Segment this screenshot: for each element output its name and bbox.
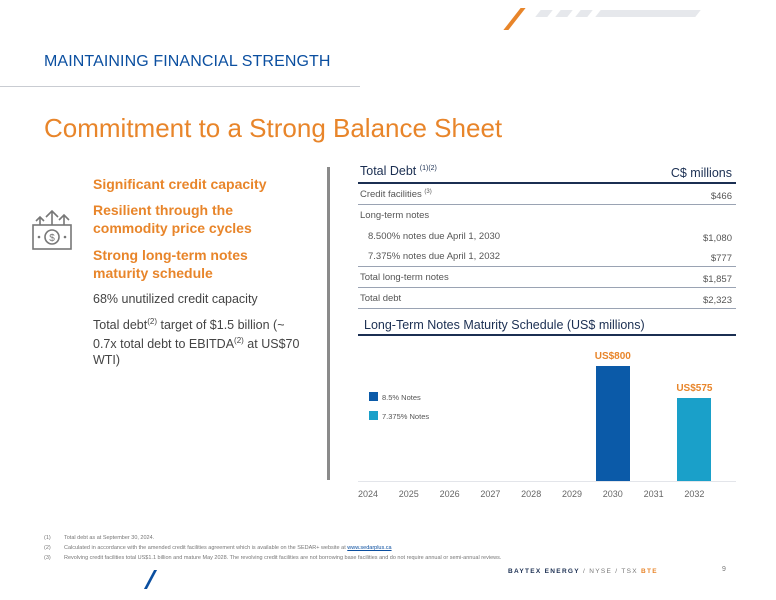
row-label: 8.500% notes due April 1, 2030 (368, 230, 501, 242)
row-label: Total long-term notes (360, 272, 449, 284)
x-tick-2025: 2025 (398, 489, 419, 499)
footnote-1: (1) Total debt as at September 30, 2024. (44, 535, 155, 541)
legend-label-8500: 8.5% Notes (382, 393, 421, 402)
chart-title-rule (358, 334, 736, 336)
point-unutilized-capacity: 68% unutilized credit capacity (93, 292, 258, 306)
bar-2032 (677, 398, 712, 481)
highlight-credit-capacity: Significant credit capacity (93, 176, 267, 192)
chart-x-axis (358, 481, 736, 482)
table-header: Total Debt (1)(2) C$ millions (358, 160, 736, 184)
x-tick-2030: 2030 (602, 489, 623, 499)
x-tick-2026: 2026 (439, 489, 460, 499)
footnote-2: (2) Calculated in accordance with the ame… (44, 545, 392, 551)
row-label: Total debt (360, 292, 402, 304)
column-divider (327, 167, 330, 480)
page-number: 9 (722, 566, 726, 573)
table-row: Total debt $2,323 (358, 288, 736, 309)
footer-slash-accent (143, 570, 158, 589)
x-tick-2028: 2028 (521, 489, 542, 499)
table-row: Credit facilities (3) $466 (358, 184, 736, 205)
row-label: Long-term notes (360, 209, 430, 221)
x-tick-2024: 2024 (357, 489, 379, 499)
table-units: C$ millions (670, 166, 732, 180)
total-debt-table: Total Debt (1)(2) C$ millions Credit fac… (358, 160, 736, 309)
row-label: Credit facilities (3) (360, 189, 432, 201)
legend-label-7375: 7.375% Notes (382, 412, 430, 421)
x-tick-2029: 2029 (561, 489, 583, 499)
header-divider (0, 86, 360, 87)
sedar-link[interactable]: www.sedarplus.ca (347, 545, 392, 551)
row-value: $1,857 (702, 274, 732, 286)
highlight-resilient: Resilient through the commodity price cy… (93, 202, 252, 236)
x-tick-2032: 2032 (684, 489, 705, 499)
legend-swatch-7375 (369, 411, 378, 420)
row-value: $1,080 (702, 232, 732, 244)
row-value: $777 (710, 253, 732, 265)
row-label: 7.375% notes due April 1, 2032 (368, 251, 501, 263)
table-row: 8.500% notes due April 1, 2030 $1,080 (358, 226, 736, 247)
footnote-3: (3) Revolving credit facilities total US$… (44, 555, 502, 561)
key-points: Significant credit capacity Resilient th… (93, 175, 303, 368)
data-label-2032: US$575 (676, 383, 713, 395)
svg-text:$: $ (49, 233, 55, 244)
table-row: Long-term notes (358, 205, 736, 226)
bar-2030 (595, 366, 630, 481)
chart-title: Long-Term Notes Maturity Schedule (US$ m… (364, 318, 645, 332)
data-label-2030: US$800 (594, 351, 631, 362)
x-tick-2031: 2031 (643, 489, 664, 499)
page-title: Commitment to a Strong Balance Sheet (44, 113, 503, 143)
section-title: MAINTAINING FINANCIAL STRENGTH (44, 53, 331, 70)
money-growth-icon: $ (30, 207, 80, 257)
table-row: 7.375% notes due April 1, 2032 $777 (358, 246, 736, 268)
row-value: $2,323 (702, 294, 732, 306)
row-value: $466 (710, 191, 732, 202)
highlight-notes-schedule: Strong long-term notes maturity schedule (93, 247, 248, 281)
table-title: Total Debt (1)(2) (360, 164, 437, 178)
table-row: Total long-term notes $1,857 (358, 267, 736, 288)
legend-swatch-8500 (369, 392, 378, 401)
point-debt-target: Total debt(2) target of $1.5 billion (~ … (93, 317, 300, 368)
footer-brand: BAYTEX ENERGY / NYSE / TSX BTE (508, 568, 658, 575)
x-tick-2027: 2027 (480, 489, 501, 499)
